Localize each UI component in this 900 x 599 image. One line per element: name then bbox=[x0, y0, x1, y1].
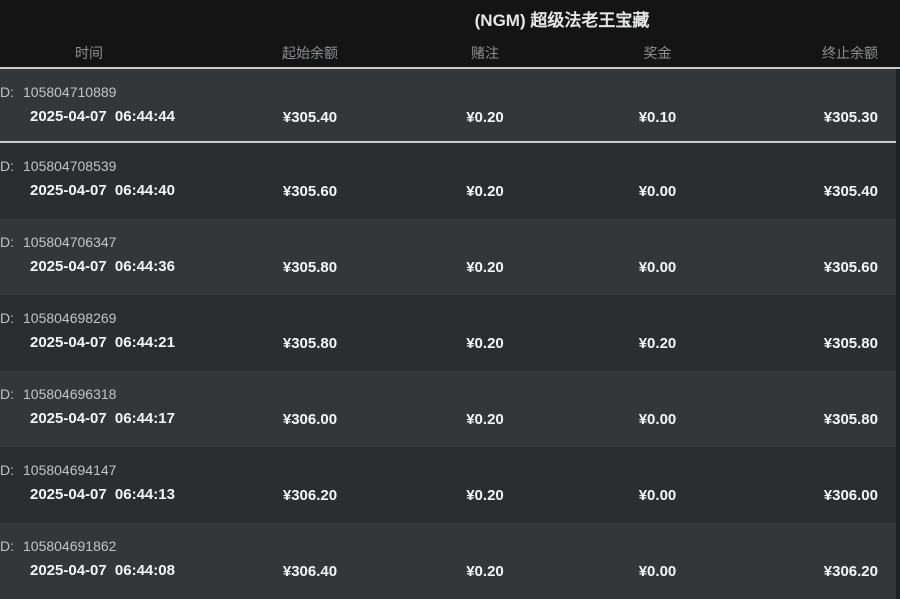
prize-cell: ¥0.00 bbox=[638, 259, 677, 276]
time-cell: D: 105804708539 2025-04-07 06:44:40 bbox=[0, 143, 200, 219]
history-row: D: 105804706347 2025-04-07 06:44:36 ¥305.… bbox=[0, 219, 896, 295]
start-balance-cell: ¥305.60 bbox=[282, 183, 338, 200]
round-time: 2025-04-07 06:44:40 bbox=[30, 182, 175, 199]
round-id-label: D: bbox=[0, 386, 14, 402]
start-balance-cell: ¥305.80 bbox=[282, 259, 338, 276]
round-id: D: 105804698269 bbox=[0, 309, 200, 327]
prize-cell: ¥0.00 bbox=[638, 563, 677, 580]
bet-cell: ¥0.20 bbox=[466, 109, 504, 126]
column-header-start-balance: 起始余额 bbox=[282, 45, 338, 61]
round-id-label: D: bbox=[0, 310, 14, 326]
round-id: D: 105804694147 bbox=[0, 461, 200, 479]
end-balance-cell: ¥305.80 bbox=[823, 411, 878, 428]
prize-cell: ¥0.20 bbox=[638, 335, 677, 352]
bet-cell: ¥0.20 bbox=[466, 335, 504, 352]
time-cell: D: 105804710889 2025-04-07 06:44:44 bbox=[0, 69, 200, 141]
column-header-time: 时间 bbox=[75, 45, 103, 61]
start-balance-cell: ¥305.80 bbox=[282, 335, 338, 352]
prize-cell: ¥0.00 bbox=[638, 183, 677, 200]
round-time: 2025-04-07 06:44:08 bbox=[30, 562, 175, 579]
history-row: D: 105804696318 2025-04-07 06:44:17 ¥306.… bbox=[0, 371, 896, 447]
round-id-label: D: bbox=[0, 158, 14, 174]
table-column-headers: 时间 起始余额 赌注 奖金 终止余额 bbox=[0, 44, 896, 62]
round-id-value: 105804696318 bbox=[23, 386, 117, 402]
header: (NGM) 超级法老王宝藏 时间 起始余额 赌注 奖金 终止余额 bbox=[0, 0, 900, 69]
time-cell: D: 105804698269 2025-04-07 06:44:21 bbox=[0, 295, 200, 371]
round-time: 2025-04-07 06:44:44 bbox=[30, 108, 175, 125]
round-time: 2025-04-07 06:44:13 bbox=[30, 486, 175, 503]
game-title: (NGM) 超级法老王宝藏 bbox=[474, 11, 650, 30]
round-id-value: 105804708539 bbox=[23, 158, 117, 174]
round-id-value: 105804691862 bbox=[23, 538, 117, 554]
bet-cell: ¥0.20 bbox=[466, 563, 504, 580]
time-cell: D: 105804691862 2025-04-07 06:44:08 bbox=[0, 523, 200, 599]
round-time: 2025-04-07 06:44:21 bbox=[30, 334, 175, 351]
round-id: D: 105804708539 bbox=[0, 157, 200, 175]
round-time: 2025-04-07 06:44:36 bbox=[30, 258, 175, 275]
history-row: D: 105804698269 2025-04-07 06:44:21 ¥305.… bbox=[0, 295, 896, 371]
end-balance-cell: ¥305.80 bbox=[823, 335, 878, 352]
start-balance-cell: ¥306.40 bbox=[282, 563, 338, 580]
round-id-label: D: bbox=[0, 234, 14, 250]
round-id: D: 105804696318 bbox=[0, 385, 200, 403]
start-balance-cell: ¥305.40 bbox=[282, 109, 338, 126]
history-row: D: 105804694147 2025-04-07 06:44:13 ¥306.… bbox=[0, 447, 896, 523]
time-cell: D: 105804706347 2025-04-07 06:44:36 bbox=[0, 219, 200, 295]
history-list: D: 105804710889 2025-04-07 06:44:44 ¥305.… bbox=[0, 69, 896, 599]
end-balance-cell: ¥306.00 bbox=[823, 487, 878, 504]
history-row: D: 105804708539 2025-04-07 06:44:40 ¥305.… bbox=[0, 143, 896, 219]
time-cell: D: 105804694147 2025-04-07 06:44:13 bbox=[0, 447, 200, 523]
round-id: D: 105804710889 bbox=[0, 83, 200, 101]
start-balance-cell: ¥306.00 bbox=[282, 411, 338, 428]
column-header-prize: 奖金 bbox=[643, 45, 672, 61]
history-row: D: 105804691862 2025-04-07 06:44:08 ¥306.… bbox=[0, 523, 896, 599]
round-time: 2025-04-07 06:44:17 bbox=[30, 410, 175, 427]
column-header-end-balance: 终止余额 bbox=[822, 45, 878, 61]
round-id: D: 105804691862 bbox=[0, 537, 200, 555]
prize-cell: ¥0.00 bbox=[638, 487, 677, 504]
round-id-value: 105804706347 bbox=[23, 234, 117, 250]
end-balance-cell: ¥305.40 bbox=[823, 183, 878, 200]
round-id: D: 105804706347 bbox=[0, 233, 200, 251]
round-id-label: D: bbox=[0, 462, 14, 478]
round-id-value: 105804694147 bbox=[23, 462, 117, 478]
prize-cell: ¥0.10 bbox=[638, 109, 677, 126]
bet-cell: ¥0.20 bbox=[466, 487, 504, 504]
bet-cell: ¥0.20 bbox=[466, 259, 504, 276]
bet-cell: ¥0.20 bbox=[466, 183, 504, 200]
round-id-label: D: bbox=[0, 84, 14, 100]
start-balance-cell: ¥306.20 bbox=[282, 487, 338, 504]
end-balance-cell: ¥305.60 bbox=[823, 259, 878, 276]
bet-cell: ¥0.20 bbox=[466, 411, 504, 428]
time-cell: D: 105804696318 2025-04-07 06:44:17 bbox=[0, 371, 200, 447]
end-balance-cell: ¥305.30 bbox=[823, 109, 878, 126]
end-balance-cell: ¥306.20 bbox=[823, 563, 878, 580]
round-id-value: 105804710889 bbox=[23, 84, 117, 100]
round-id-label: D: bbox=[0, 538, 14, 554]
prize-cell: ¥0.00 bbox=[638, 411, 677, 428]
history-row: D: 105804710889 2025-04-07 06:44:44 ¥305.… bbox=[0, 69, 896, 143]
column-header-bet: 赌注 bbox=[471, 45, 499, 61]
round-id-value: 105804698269 bbox=[23, 310, 117, 326]
